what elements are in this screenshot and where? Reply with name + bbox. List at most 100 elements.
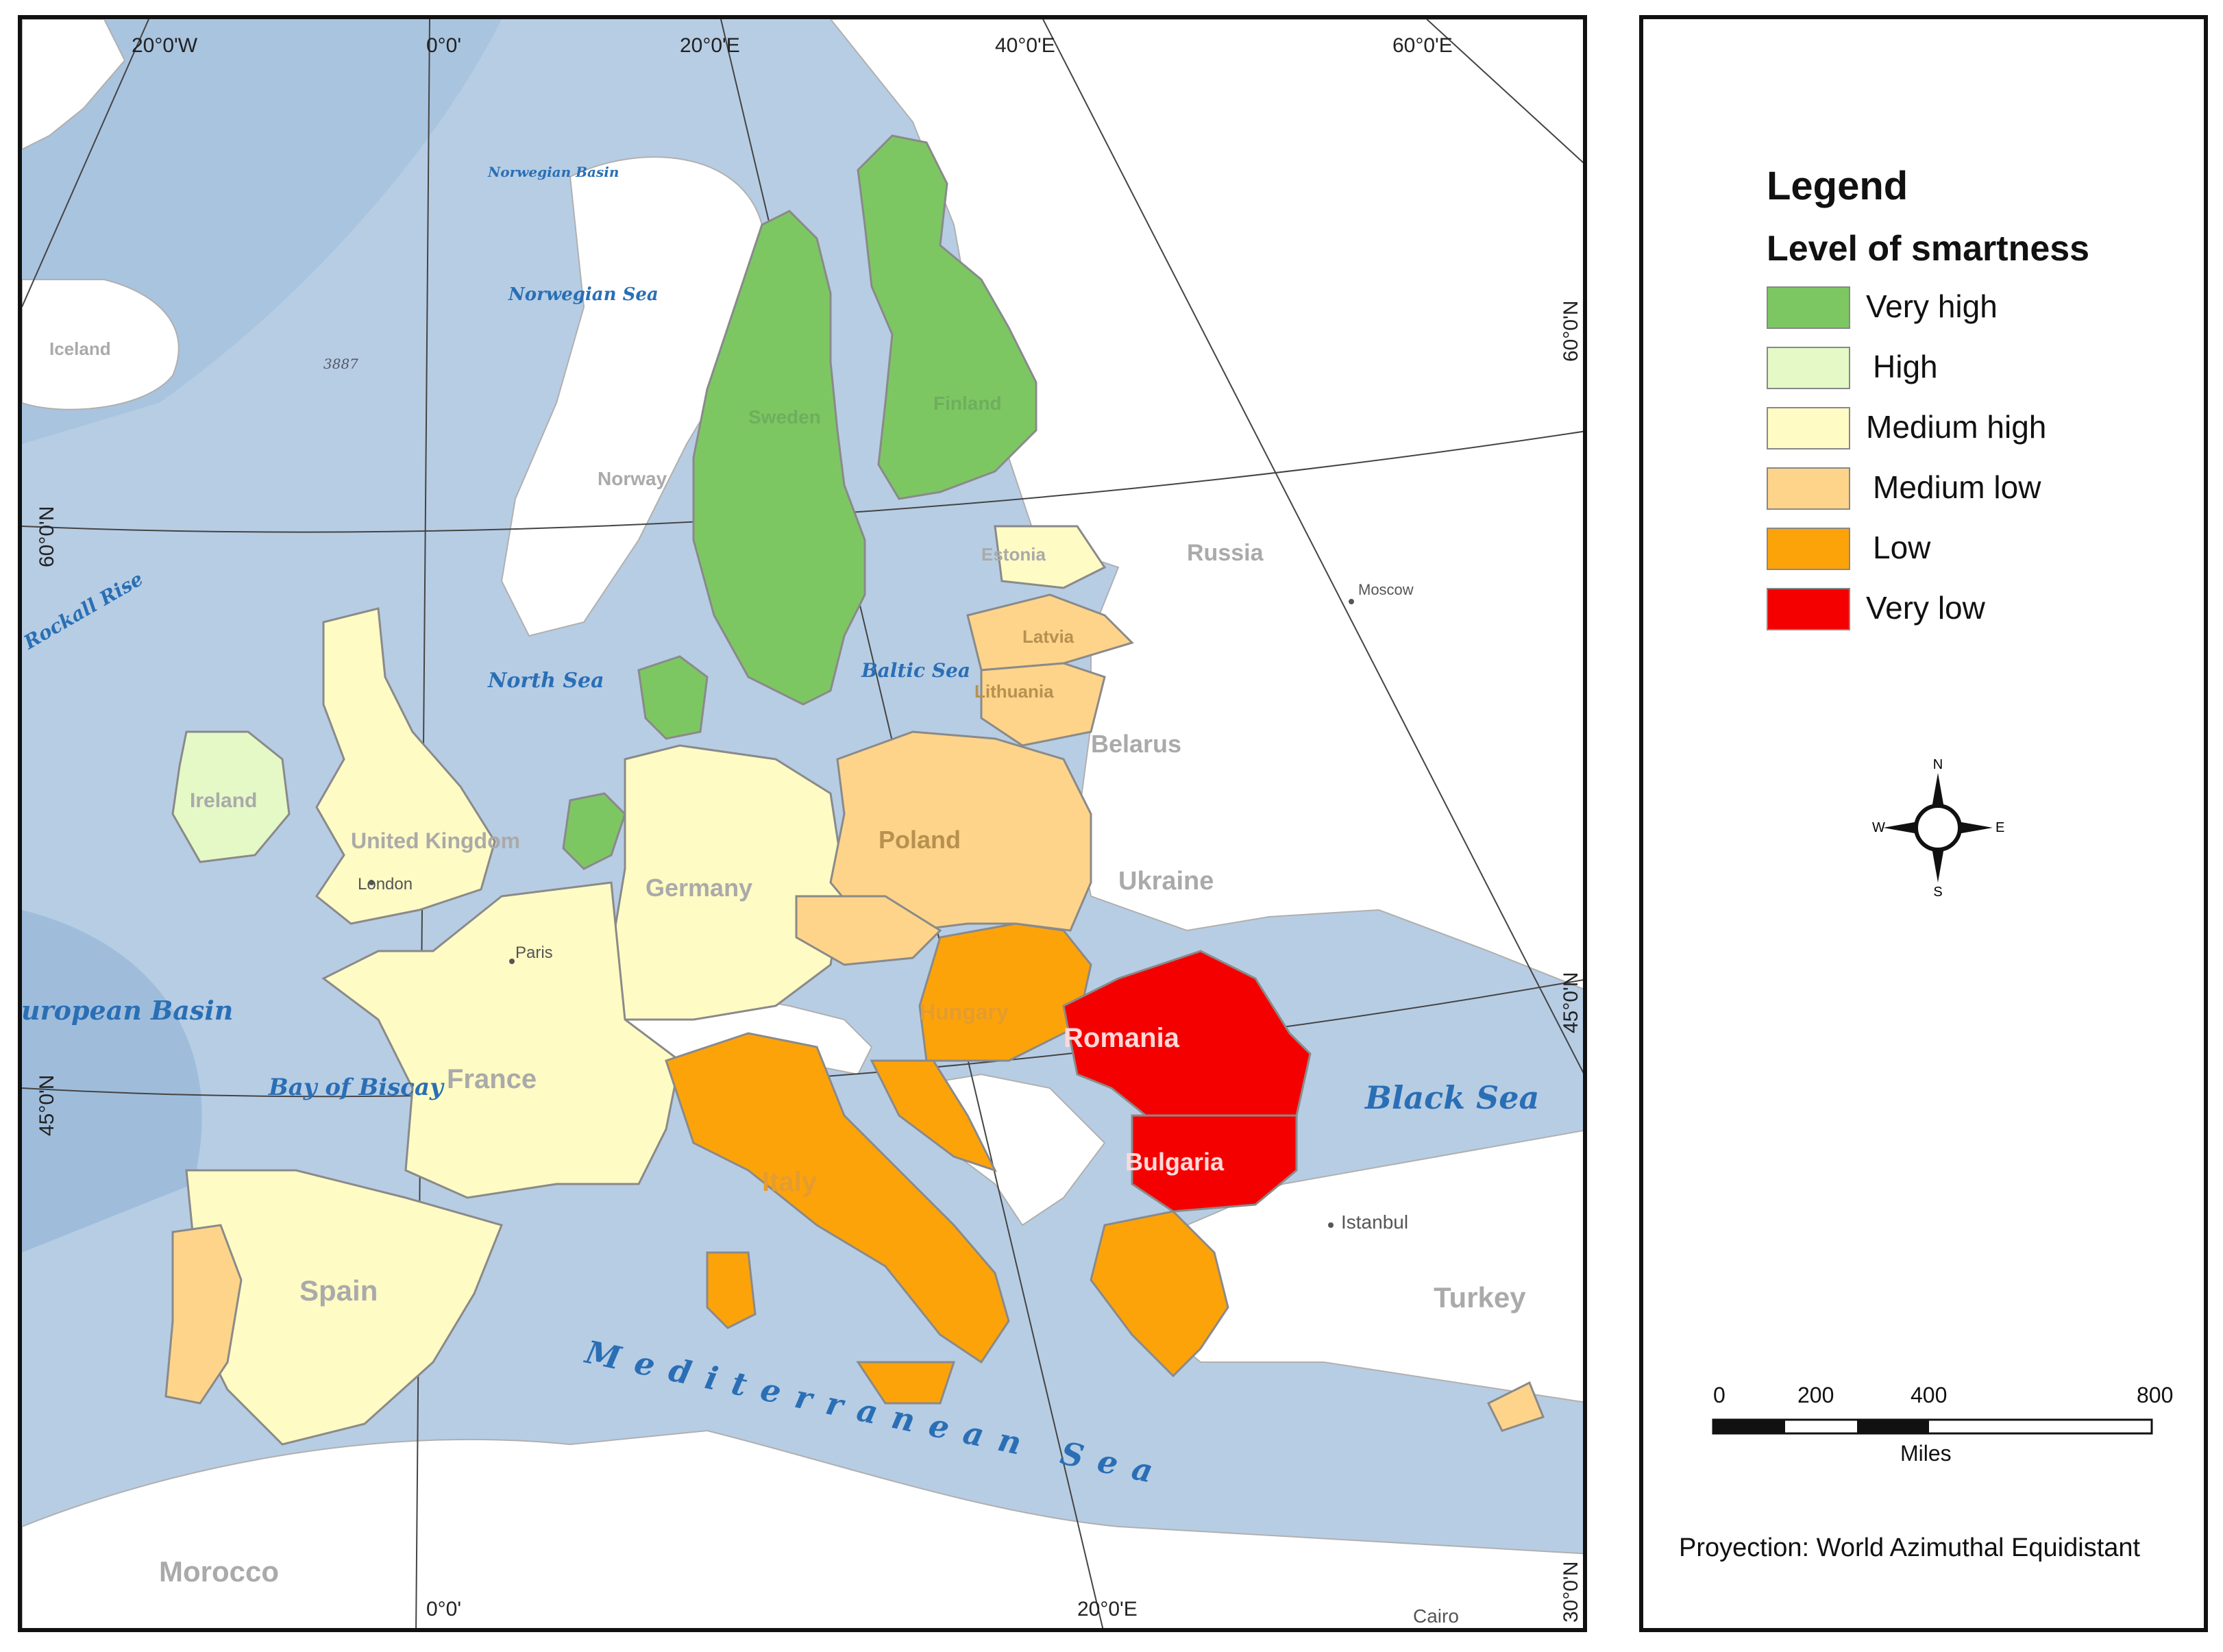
bulgaria-shape xyxy=(1131,1114,1298,1213)
legend-subtitle: Level of smartness xyxy=(1767,229,2090,269)
scale-tick-800: 800 xyxy=(2137,1383,2174,1407)
grat-bottom-20e: 20°0'E xyxy=(1077,1598,1138,1620)
france-shape xyxy=(321,881,681,1199)
map-area[interactable]: Sweden Finland Ireland United Kingdom Ge… xyxy=(18,15,1587,1632)
label-finland: Finland xyxy=(933,393,1002,414)
compass-w: W xyxy=(1872,820,1885,835)
croatia-shape xyxy=(870,1059,997,1172)
legend-label: Very low xyxy=(1866,590,1985,626)
grat-top-60e: 60°0'E xyxy=(1392,34,1453,57)
label-cairo: Cairo xyxy=(1413,1605,1459,1627)
graticule-lon-40e xyxy=(1042,19,1583,1074)
label-romania: Romania xyxy=(1064,1023,1180,1053)
label-russia: Russia xyxy=(1187,540,1264,566)
romania-shape xyxy=(1062,950,1312,1117)
label-london: London xyxy=(358,875,413,893)
scale-unit: Miles xyxy=(1900,1441,1952,1466)
scale-tick-400: 400 xyxy=(1911,1383,1948,1407)
city-dot-moscow xyxy=(1349,599,1354,604)
sweden-shape xyxy=(692,210,866,706)
countries-medium-high xyxy=(185,525,1107,1446)
grat-left-45n: 45°0'N xyxy=(36,1075,58,1136)
compass-n: N xyxy=(1933,759,1943,772)
ireland-shape xyxy=(171,730,291,863)
cyprus-shape xyxy=(1486,1381,1545,1432)
lithuania-shape xyxy=(980,662,1106,747)
countries-medium-low xyxy=(164,593,1545,1432)
iceland-land xyxy=(22,279,180,410)
legend-title: Legend xyxy=(1767,164,1908,208)
label-bay-of-biscay: Bay of Biscay xyxy=(268,1074,445,1101)
north-africa-land xyxy=(22,1429,1583,1628)
finland-shape xyxy=(857,134,1037,500)
legend-swatch xyxy=(1767,286,1850,329)
grat-top-20w: 20°0'W xyxy=(132,34,198,57)
land-unrated xyxy=(22,19,1583,1628)
label-baltic-sea: Baltic Sea xyxy=(861,659,970,682)
label-norwegian-sea: Norwegian Sea xyxy=(508,284,659,305)
country-labels: Sweden Finland Ireland United Kingdom Ge… xyxy=(49,338,1526,1588)
legend-swatch xyxy=(1767,467,1850,510)
compass-s: S xyxy=(1933,885,1942,896)
label-moscow: Moscow xyxy=(1358,581,1414,598)
label-norway: Norway xyxy=(598,468,667,489)
estonia-shape xyxy=(994,525,1107,589)
label-hungary: Hungary xyxy=(920,1000,1009,1024)
label-depth: 3887 xyxy=(323,356,358,372)
compass-e: E xyxy=(1995,820,2004,835)
legend-label: Low xyxy=(1873,530,1931,565)
label-north-sea: North Sea xyxy=(487,669,604,693)
legend-label: Medium low xyxy=(1873,469,2041,505)
label-united-kingdom: United Kingdom xyxy=(351,828,520,853)
label-france: France xyxy=(447,1064,537,1094)
label-lithuania: Lithuania xyxy=(974,681,1054,702)
sicily-shape xyxy=(856,1361,956,1405)
city-dot-istanbul xyxy=(1328,1222,1334,1228)
sardinia-shape xyxy=(706,1251,757,1329)
label-iceland: Iceland xyxy=(49,338,111,359)
label-ireland: Ireland xyxy=(190,789,257,812)
label-sweden: Sweden xyxy=(748,406,821,428)
label-estonia: Estonia xyxy=(981,544,1046,565)
city-dot-paris xyxy=(509,959,515,964)
grat-right-30n: 30°0'N xyxy=(1560,1562,1582,1623)
countries-very-high xyxy=(562,134,1037,870)
legend-swatch xyxy=(1767,588,1850,630)
label-spain: Spain xyxy=(299,1274,378,1307)
graticule-labels: 20°0'W 0°0' 20°0'E 40°0'E 60°0'E 60°0'N … xyxy=(36,34,1582,1623)
map-canvas: Sweden Finland Ireland United Kingdom Ge… xyxy=(22,19,1583,1628)
label-black-sea: Black Sea xyxy=(1364,1079,1539,1116)
label-turkey: Turkey xyxy=(1434,1281,1526,1314)
projection-note: Proyection: World Azimuthal Equidistant xyxy=(1679,1533,2141,1562)
label-poland: Poland xyxy=(879,826,961,854)
legend-swatch xyxy=(1767,528,1850,570)
greenland-land xyxy=(22,19,126,151)
label-latvia: Latvia xyxy=(1022,626,1074,647)
scale-bar xyxy=(1712,1418,2153,1435)
label-norwegian-basin: Norwegian Basin xyxy=(487,164,619,180)
norway-land xyxy=(500,156,763,637)
label-belarus: Belarus xyxy=(1091,730,1181,758)
legend-panel: Legend Level of smartness Very high High… xyxy=(1639,15,2208,1632)
label-ukraine: Ukraine xyxy=(1118,867,1214,896)
city-dot-london xyxy=(369,880,374,885)
grat-top-0: 0°0' xyxy=(426,34,461,57)
greece-shape xyxy=(1090,1210,1229,1378)
city-labels: London Paris Moscow Istanbul Cairo xyxy=(358,581,1459,1627)
legend-swatch xyxy=(1767,347,1850,389)
grat-top-20e: 20°0'E xyxy=(680,34,740,57)
label-italy: Italy xyxy=(762,1167,818,1197)
denmark-shape xyxy=(637,655,709,740)
czechia-shape xyxy=(795,895,942,966)
grat-bottom-0: 0°0' xyxy=(426,1598,461,1620)
scale-tick-200: 200 xyxy=(1797,1383,1834,1407)
scale-tick-0: 0 xyxy=(1713,1383,1725,1407)
deep-sea-shade-atlantic xyxy=(22,910,202,1253)
countries-very-low xyxy=(1062,950,1312,1213)
legend-label: Very high xyxy=(1866,288,1998,324)
compass-rose-icon: N S W E xyxy=(1872,759,2004,896)
legend-swatch xyxy=(1767,407,1850,449)
italy-shape xyxy=(665,1032,1010,1364)
united-kingdom-shape xyxy=(315,607,496,925)
label-germany: Germany xyxy=(646,874,752,902)
